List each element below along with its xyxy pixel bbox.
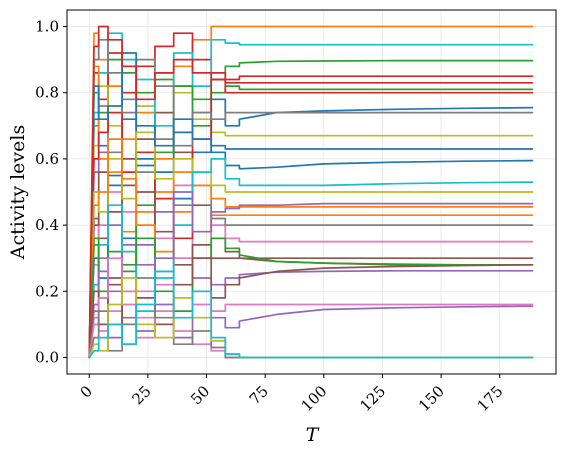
- series-line-19: [88, 131, 534, 359]
- y-tick-label: 1.0: [35, 18, 59, 36]
- y-tick-label: 0.4: [35, 216, 59, 234]
- series-line-21: [88, 52, 534, 359]
- y-tick-label: 0.2: [35, 282, 59, 300]
- series-line-4: [88, 32, 534, 359]
- series-line-30: [88, 270, 534, 359]
- series-group: [88, 25, 534, 359]
- y-tick-label: 0.8: [35, 84, 59, 102]
- y-tick-label: 0.0: [35, 348, 59, 366]
- plot-frame: [66, 9, 557, 375]
- y-tick-label: 0.6: [35, 150, 59, 168]
- x-axis-label: T: [306, 424, 320, 446]
- series-line-18: [88, 38, 534, 359]
- y-axis: 0.0 0.2 0.4 0.6 0.8 1.0: [35, 18, 67, 366]
- series-line-24: [88, 25, 534, 359]
- y-axis-label: Activity levels: [7, 125, 29, 260]
